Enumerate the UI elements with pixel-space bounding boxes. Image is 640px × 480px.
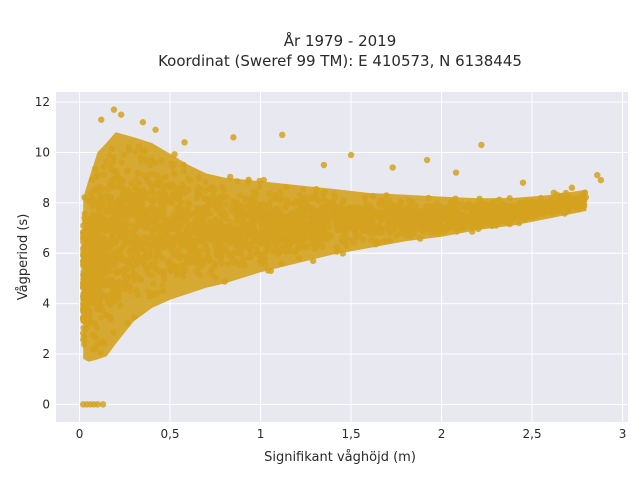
scatter-point [99, 401, 107, 408]
y-axis-ticks: 0 2 4 6 8 10 12 [35, 95, 50, 411]
x-tick-label: 3 [619, 427, 627, 441]
y-tick-label: 12 [35, 95, 50, 109]
chart-title-line2: Koordinat (Sweref 99 TM): E 410573, N 61… [158, 52, 522, 70]
scatter-point [594, 171, 601, 179]
scatter-point [452, 169, 460, 176]
x-tick-label: 0 [76, 427, 84, 441]
scatter-point [94, 401, 101, 408]
x-tick-label: 2 [438, 427, 446, 441]
scatter-point [320, 161, 328, 169]
y-tick-label: 0 [42, 397, 50, 411]
scatter-density-core [83, 132, 587, 362]
chart-title-line1: År 1979 - 2019 [284, 31, 397, 50]
scatter-point [423, 156, 431, 164]
y-tick-label: 10 [35, 145, 50, 159]
y-tick-label: 4 [42, 297, 50, 311]
scatter-point [181, 139, 188, 146]
scatter-point [110, 106, 118, 113]
scatter-point [279, 131, 286, 139]
y-tick-label: 2 [42, 347, 50, 361]
x-tick-label: 1,5 [342, 427, 361, 441]
y-tick-label: 8 [42, 196, 50, 210]
x-tick-label: 2,5 [523, 427, 542, 441]
x-tick-label: 1 [257, 427, 265, 441]
scatter-point [98, 116, 105, 123]
scatter-point [139, 119, 147, 126]
x-axis-label: Signifikant våghöjd (m) [264, 450, 416, 465]
scatter-point [519, 179, 527, 186]
scatter-point [230, 134, 237, 141]
data-points [79, 106, 605, 408]
scatter-point [478, 141, 485, 149]
scatter-point [597, 176, 605, 184]
x-axis-ticks: 0 0,5 1 1,5 2 2,5 3 [76, 427, 627, 441]
scatter-point [550, 189, 557, 196]
y-tick-label: 6 [42, 246, 50, 260]
scatter-point [152, 126, 159, 133]
scatter-point [117, 111, 125, 118]
scatter-point [568, 184, 576, 191]
x-tick-label: 0,5 [160, 427, 179, 441]
scatter-point [389, 164, 396, 171]
y-axis-label: Vågperiod (s) [16, 214, 31, 301]
scatter-point [347, 151, 355, 159]
